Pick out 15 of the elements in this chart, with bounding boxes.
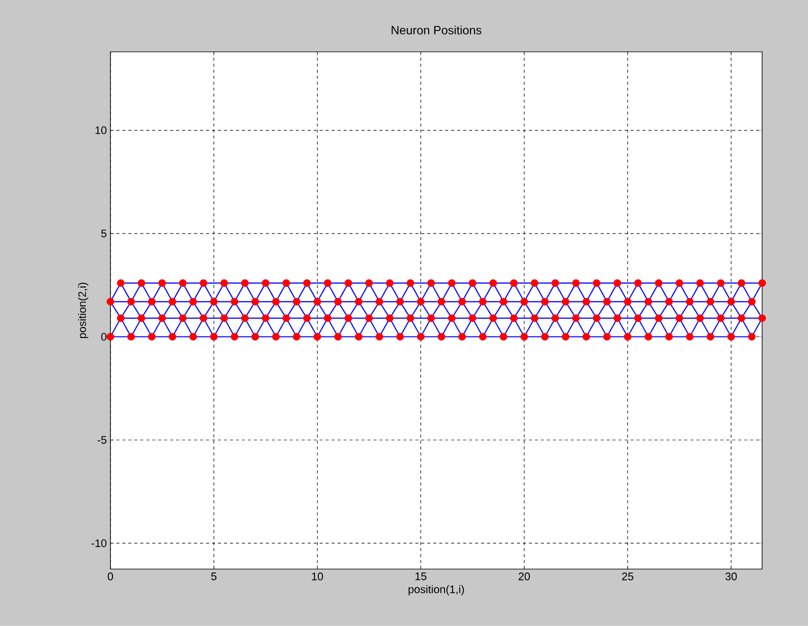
y-tick-label: -10 <box>92 539 106 548</box>
chart-title: Neuron Positions <box>392 26 482 34</box>
x-tick-label: 0 <box>108 572 114 580</box>
x-axis-title: position(1,i) <box>408 585 464 596</box>
x-tick-label: 10 <box>312 572 323 580</box>
x-tick-label: 20 <box>518 572 530 580</box>
x-tick-label: 25 <box>622 572 634 580</box>
y-tick-label: 10 <box>96 126 106 134</box>
x-tick-label: 15 <box>416 572 426 580</box>
y-axis-title: position(2,i) <box>78 282 88 338</box>
x-tick-label: 30 <box>725 572 737 580</box>
x-tick-label: 5 <box>211 572 216 580</box>
y-tick-label: -5 <box>98 436 106 444</box>
y-tick-label: 0 <box>101 332 106 341</box>
y-tick-label: 5 <box>101 230 106 238</box>
